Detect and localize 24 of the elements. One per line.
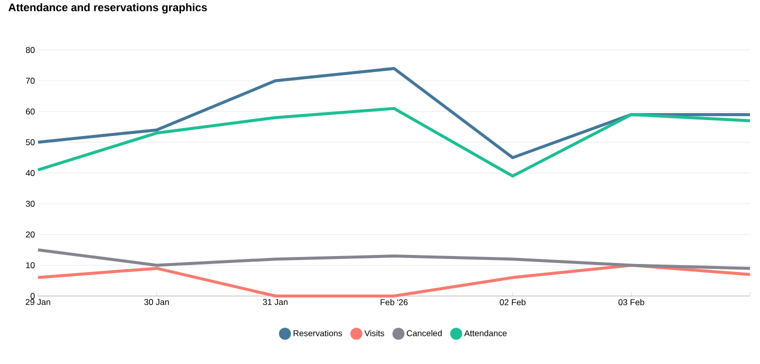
x-tick-label: 02 Feb	[500, 299, 526, 306]
legend-label: Visits	[364, 330, 384, 336]
line-series	[36, 248, 752, 270]
x-tick-label: 29 Jan	[26, 299, 50, 306]
x-tick-label: 03 Feb	[618, 299, 644, 306]
y-tick-label: 0	[30, 293, 35, 299]
y-tick-label: 50	[26, 139, 35, 146]
y-tick-label: 20	[26, 232, 35, 238]
x-tick-label: 30 Jan	[144, 299, 169, 306]
line-series	[36, 106, 752, 178]
legend-label: Canceled	[406, 330, 442, 336]
y-tick-label: 10	[26, 262, 35, 268]
chart-title: Attendance and reservations graphics	[8, 3, 207, 14]
legend-label: Reservations	[294, 330, 342, 336]
y-tick-label: 40	[26, 170, 35, 176]
y-tick-label: 60	[26, 108, 35, 114]
y-tick-label: 70	[26, 78, 35, 84]
x-tick-label: 31 Jan	[262, 299, 288, 306]
x-tick-label: Feb '26	[380, 299, 408, 306]
legend-label: Attendance	[464, 330, 507, 336]
line-series	[36, 66, 752, 160]
y-tick-label: 30	[26, 200, 35, 207]
y-tick-label: 80	[26, 47, 35, 53]
line-series	[36, 264, 752, 298]
